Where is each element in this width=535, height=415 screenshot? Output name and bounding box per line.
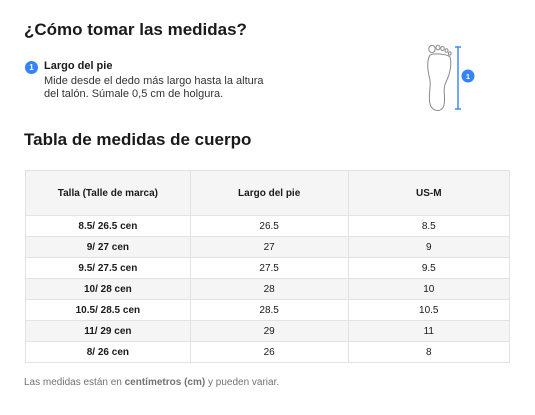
footnote-text-before: Las medidas están en <box>24 377 125 388</box>
cell-us-m: 10.5 <box>347 299 511 321</box>
cell-us-m: 8.5 <box>347 215 511 237</box>
figure-marker-badge <box>461 69 475 83</box>
figure-marker-label: 1 <box>466 72 470 81</box>
table-header-row: Talla (Talle de marca) Largo del pie US-… <box>25 170 511 216</box>
table-row: 9/ 27 cen 27 9 <box>25 236 511 258</box>
cell-foot-length: 27.5 <box>189 257 349 279</box>
table-row: 10.5/ 28.5 cen 28.5 10.5 <box>25 299 511 321</box>
cell-size: 10/ 28 cen <box>25 278 191 300</box>
table-title: Tabla de medidas de cuerpo <box>24 130 252 149</box>
units-footnote: Las medidas están en centímetros (cm) y … <box>24 377 279 388</box>
cell-foot-length: 26.5 <box>189 215 349 237</box>
cell-size: 9/ 27 cen <box>25 236 191 258</box>
step-description: Mide desde el dedo más largo hasta la al… <box>44 75 264 100</box>
cell-size: 10.5/ 28.5 cen <box>25 299 191 321</box>
table-row: 8/ 26 cen 26 8 <box>25 341 511 363</box>
cell-foot-length: 28.5 <box>189 299 349 321</box>
table-row: 10/ 28 cen 28 10 <box>25 278 511 300</box>
cell-us-m: 9 <box>347 236 511 258</box>
cell-size: 11/ 29 cen <box>25 320 191 342</box>
header-us-m: US-M <box>347 170 511 216</box>
footnote-text-after: y pueden variar. <box>205 377 280 388</box>
cell-us-m: 11 <box>347 320 511 342</box>
cell-foot-length: 29 <box>189 320 349 342</box>
step-title: Largo del pie <box>44 60 113 72</box>
header-size: Talla (Talle de marca) <box>25 170 191 216</box>
cell-size: 8/ 26 cen <box>25 341 191 363</box>
cell-foot-length: 26 <box>189 341 349 363</box>
cell-foot-length: 28 <box>189 278 349 300</box>
cell-us-m: 9.5 <box>347 257 511 279</box>
cell-us-m: 8 <box>347 341 511 363</box>
cell-us-m: 10 <box>347 278 511 300</box>
cell-foot-length: 27 <box>189 236 349 258</box>
cell-size: 9.5/ 27.5 cen <box>25 257 191 279</box>
footnote-units: centímetros (cm) <box>124 377 206 388</box>
foot-length-icon: 1 <box>427 44 475 111</box>
header-foot-length: Largo del pie <box>189 170 349 216</box>
size-table: Talla (Talle de marca) Largo del pie US-… <box>25 170 511 363</box>
page-title: ¿Cómo tomar las medidas? <box>24 20 247 39</box>
table-row: 11/ 29 cen 29 11 <box>25 320 511 342</box>
step-number-badge: 1 <box>25 61 38 74</box>
cell-size: 8.5/ 26.5 cen <box>25 215 191 237</box>
table-row: 9.5/ 27.5 cen 27.5 9.5 <box>25 257 511 279</box>
table-row: 8.5/ 26.5 cen 26.5 8.5 <box>25 215 511 237</box>
